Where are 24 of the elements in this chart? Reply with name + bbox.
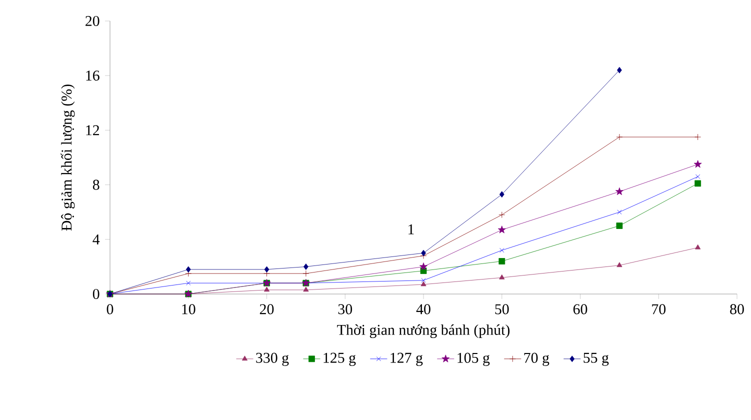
y-tick-label: 8 — [92, 180, 100, 190]
y-tick-label: 0 — [92, 288, 100, 300]
x-tick-label: 40 — [416, 304, 430, 314]
legend-label: 70 g — [524, 352, 550, 366]
legend-label: 127 g — [390, 352, 423, 366]
y-tick-label: 12 — [86, 125, 100, 136]
y-axis-title: Độ giảm khối lượng (%) — [60, 84, 75, 231]
legend-label: 55 g — [584, 352, 609, 366]
x-tick-label: 10 — [182, 304, 196, 314]
x-tick-label: 20 — [260, 304, 274, 314]
x-axis-title: Thời gian nướng bánh (phút) — [337, 324, 510, 338]
x-tick-label: 0 — [106, 304, 114, 314]
annotation: 1 — [408, 224, 414, 234]
x-tick-label: 30 — [338, 304, 352, 314]
y-tick-label: 16 — [86, 70, 100, 81]
legend-label: 125 g — [324, 352, 356, 366]
legend-label: 105 g — [458, 352, 490, 366]
y-tick-label: 20 — [86, 16, 100, 26]
x-tick-label: 50 — [495, 304, 509, 314]
x-tick-label: 60 — [573, 304, 588, 314]
y-tick-label: 4 — [92, 234, 100, 244]
x-tick-label: 70 — [652, 304, 666, 314]
x-tick-label: 80 — [730, 304, 744, 314]
legend-label: 330 g — [256, 352, 289, 366]
